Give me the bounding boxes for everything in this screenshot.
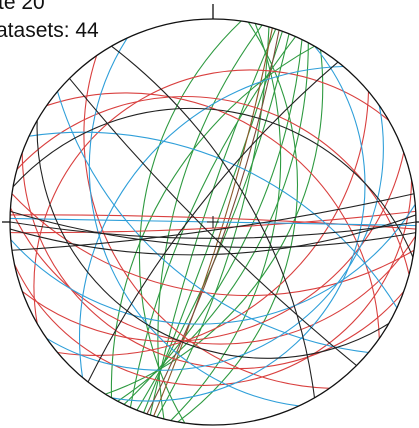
great-circle bbox=[36, 120, 390, 359]
great-circle bbox=[13, 179, 413, 386]
great-circle bbox=[21, 152, 405, 342]
great-circle bbox=[110, 45, 315, 398]
great-circle bbox=[170, 23, 282, 421]
datasets-label: atasets: 44 bbox=[0, 19, 99, 42]
site-label: te 20 bbox=[0, 0, 45, 14]
great-circle bbox=[87, 61, 339, 383]
great-circle bbox=[10, 210, 416, 249]
great-circle bbox=[46, 92, 380, 339]
great-circle bbox=[111, 45, 316, 398]
great-circle bbox=[138, 20, 242, 424]
great-circle bbox=[21, 152, 405, 370]
great-circle bbox=[11, 193, 415, 251]
great-circle bbox=[111, 45, 366, 402]
great-circle bbox=[10, 204, 416, 325]
great-circle bbox=[117, 42, 309, 402]
great-circle bbox=[88, 37, 299, 407]
great-circle bbox=[146, 29, 280, 415]
great-circle bbox=[11, 193, 415, 297]
great-circle bbox=[157, 24, 263, 420]
great-circle bbox=[69, 78, 357, 366]
great-circle bbox=[10, 210, 416, 234]
great-circle bbox=[46, 105, 384, 371]
great-circle bbox=[12, 107, 414, 258]
great-circle bbox=[16, 95, 410, 275]
great-circle bbox=[10, 221, 416, 239]
great-circle bbox=[10, 214, 416, 256]
great-circles bbox=[10, 20, 416, 424]
great-circle bbox=[28, 131, 398, 309]
great-circle bbox=[105, 49, 324, 395]
great-circle bbox=[56, 91, 369, 354]
great-circle bbox=[33, 69, 390, 324]
great-circle bbox=[10, 207, 416, 345]
great-circle bbox=[83, 55, 330, 389]
